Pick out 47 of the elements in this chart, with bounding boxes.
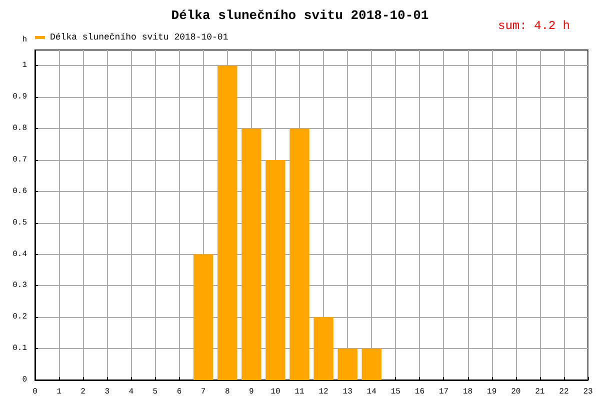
- y-tick-label: 0: [22, 376, 28, 384]
- x-tick-label: 5: [152, 388, 158, 396]
- y-tick-label: 0.3: [12, 281, 28, 290]
- y-tick-label: 0.9: [12, 92, 28, 102]
- x-tick-label: 17: [438, 388, 449, 396]
- x-tick-label: 23: [583, 388, 593, 396]
- y-axis-title: h: [22, 36, 28, 44]
- x-tick-label: 8: [224, 388, 230, 396]
- y-tick-label: 0.4: [12, 250, 28, 259]
- y-tick-label: 0.5: [12, 218, 28, 228]
- x-tick-label: 7: [200, 388, 206, 396]
- x-tick-label: 2: [80, 388, 86, 396]
- x-tick-label: 20: [511, 388, 521, 396]
- y-tick-label: 0.2: [12, 312, 28, 322]
- text: sum: 4.2 h: [498, 19, 570, 33]
- x-tick-label: 14: [366, 388, 377, 396]
- x-tick-label: 1: [56, 388, 62, 396]
- x-tick-label: 3: [104, 388, 110, 396]
- y-tick-label: 0.6: [12, 186, 28, 196]
- x-tick-label: 11: [294, 388, 304, 396]
- x-tick-label: 12: [318, 388, 329, 396]
- bar: [266, 160, 286, 380]
- x-tick-label: 13: [342, 388, 353, 396]
- legend-label: Délka slunečního svitu 2018-10-01: [50, 32, 228, 42]
- bar: [290, 128, 310, 380]
- bar: [362, 348, 382, 380]
- x-tick-label: 19: [487, 388, 497, 396]
- bar: [314, 317, 334, 380]
- y-tick-label: 0.8: [12, 124, 28, 134]
- x-tick-label: 21: [535, 388, 545, 396]
- x-tick-label: 0: [32, 388, 38, 396]
- x-tick-label: 22: [559, 388, 569, 396]
- x-tick-label: 9: [248, 388, 254, 396]
- x-tick-label: 15: [390, 388, 401, 396]
- x-tick-label: 6: [176, 388, 182, 396]
- bar: [217, 66, 238, 380]
- y-tick-label: 0.7: [12, 156, 28, 164]
- x-tick-label: 4: [128, 388, 134, 396]
- y-tick-label: 0.1: [12, 344, 28, 354]
- chart-title: Délka slunečního svitu 2018-10-01: [171, 8, 429, 23]
- y-tick-label: 1: [22, 61, 28, 70]
- bar: [338, 348, 358, 380]
- x-tick-label: 18: [462, 388, 473, 396]
- x-tick-label: 10: [270, 388, 280, 396]
- bar: [242, 128, 262, 380]
- bar: [193, 254, 214, 380]
- x-tick-label: 16: [414, 388, 425, 396]
